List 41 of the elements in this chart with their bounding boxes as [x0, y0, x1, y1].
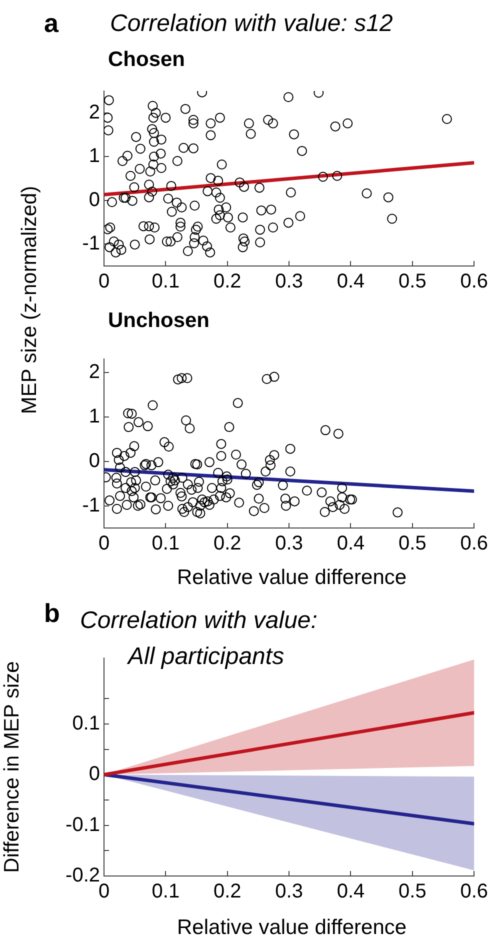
chart-subtitle: All participants [128, 643, 284, 671]
x-tick-label: 0.5 [398, 880, 426, 903]
chart-title: Correlation with value: [80, 607, 318, 635]
chart-subtitle: Chosen [108, 48, 186, 72]
y-axis-title: MEP size (z-normalized) [18, 186, 42, 414]
x-tick-label: 0.5 [398, 532, 426, 555]
y-tick-label: 0.1 [72, 712, 100, 734]
y-tick-label: -0.1 [66, 814, 100, 836]
x-tick-label: 0.4 [336, 532, 365, 555]
y-tick-label: 2 [88, 360, 100, 383]
y-tick-label: -1 [82, 232, 100, 255]
y-axis-title: Difference in MEP size [0, 661, 24, 873]
y-tick-label: 0 [88, 763, 100, 786]
x-tick-label: 0.1 [152, 880, 180, 903]
x-tick-label: 0.3 [275, 270, 303, 293]
y-tick-label: 0 [88, 450, 100, 472]
x-tick-label: 0.6 [460, 880, 488, 903]
x-tick-label: 0.5 [398, 270, 426, 293]
x-tick-label: 0.2 [213, 532, 242, 555]
y-tick-label: 0 [88, 188, 100, 211]
y-tick-label: 1 [88, 405, 100, 428]
y-tick-label: -0.2 [66, 864, 100, 887]
x-tick-label: 0.2 [213, 880, 242, 903]
chart-title: Unchosen [108, 309, 210, 333]
x-tick-label: 0.3 [275, 880, 303, 903]
x-tick-label: 0.1 [152, 532, 180, 555]
x-tick-label: 0.6 [460, 532, 488, 555]
text: b [44, 598, 60, 629]
x-tick-label: 0.3 [275, 532, 303, 555]
x-tick-label: 0.4 [336, 880, 365, 903]
x-tick-label: 0.2 [213, 270, 242, 293]
x-axis-title: Relative value difference [177, 566, 407, 590]
y-tick-label: 2 [88, 101, 100, 124]
y-tick-label: -1 [82, 494, 100, 516]
text: a [44, 8, 58, 39]
y-tick-label: 1 [88, 145, 100, 168]
x-axis-title: Relative value difference [177, 916, 407, 940]
x-tick-label: 0.4 [336, 270, 365, 293]
chart-title: Correlation with value: s12 [110, 10, 393, 38]
x-tick-label: 0.6 [460, 270, 488, 293]
x-tick-label: 0.1 [152, 270, 180, 293]
